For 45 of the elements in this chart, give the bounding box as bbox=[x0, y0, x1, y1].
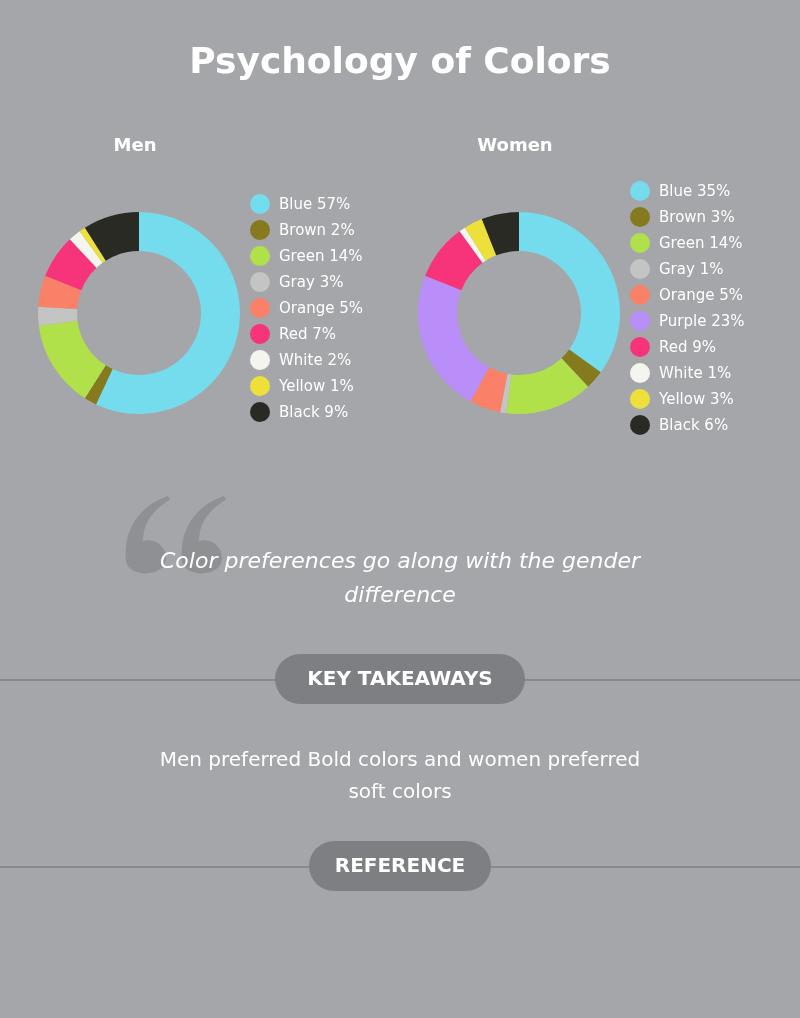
legend-label: Blue 57% bbox=[279, 194, 351, 214]
legend-label: Black 6% bbox=[659, 415, 729, 435]
donut-slice bbox=[506, 358, 589, 414]
legend-label: Yellow 1% bbox=[279, 376, 354, 396]
text: Color preferences go along with the gender difference bbox=[159, 547, 642, 609]
legend-label: Orange 5% bbox=[659, 285, 743, 305]
donut-slice bbox=[38, 306, 78, 326]
donut-slice bbox=[69, 231, 103, 268]
legend-label: Orange 5% bbox=[279, 298, 363, 318]
donut-slice bbox=[481, 212, 519, 256]
legend-label: White 1% bbox=[659, 363, 732, 383]
chart-title: Men bbox=[112, 134, 158, 155]
chart-title: Women bbox=[476, 134, 554, 155]
legend-label: Brown 3% bbox=[659, 207, 735, 227]
donut-slice bbox=[418, 275, 490, 402]
legend-label: Blue 35% bbox=[659, 181, 731, 201]
donut-slice bbox=[96, 212, 240, 414]
donut-slice bbox=[519, 212, 620, 373]
legend-label: Green 14% bbox=[659, 233, 743, 253]
legend-label: Red 9% bbox=[659, 337, 717, 357]
legend-label: Green 14% bbox=[279, 246, 363, 266]
text: Psychology of Colors bbox=[188, 40, 612, 81]
donut-slice bbox=[561, 349, 601, 387]
text: Men preferred Bold colors and women preferred soft colors bbox=[158, 746, 642, 805]
donut-slice bbox=[425, 231, 483, 291]
legend-label: Gray 1% bbox=[659, 259, 724, 279]
donut-slice bbox=[470, 367, 508, 413]
donut-slice bbox=[38, 275, 82, 310]
legend-label: Gray 3% bbox=[279, 272, 344, 292]
donut-slice bbox=[84, 212, 139, 261]
legend-label: Brown 2% bbox=[279, 220, 355, 240]
legend-label: Red 7% bbox=[279, 324, 337, 344]
donut-slice bbox=[45, 239, 97, 291]
donut-slice bbox=[79, 227, 106, 263]
donut-slice bbox=[38, 320, 106, 399]
text: REFERENCE bbox=[333, 853, 467, 877]
legend-label: Purple 23% bbox=[659, 311, 745, 331]
donut-slice bbox=[500, 373, 512, 414]
donut-slice bbox=[464, 219, 497, 261]
legend-label: Yellow 3% bbox=[659, 389, 734, 409]
donut-slice bbox=[459, 227, 486, 263]
legend-label: White 2% bbox=[279, 350, 352, 370]
donut-slice bbox=[84, 365, 113, 405]
text: KEY TAKEAWAYS bbox=[306, 666, 494, 690]
legend-label: Black 9% bbox=[279, 402, 349, 422]
